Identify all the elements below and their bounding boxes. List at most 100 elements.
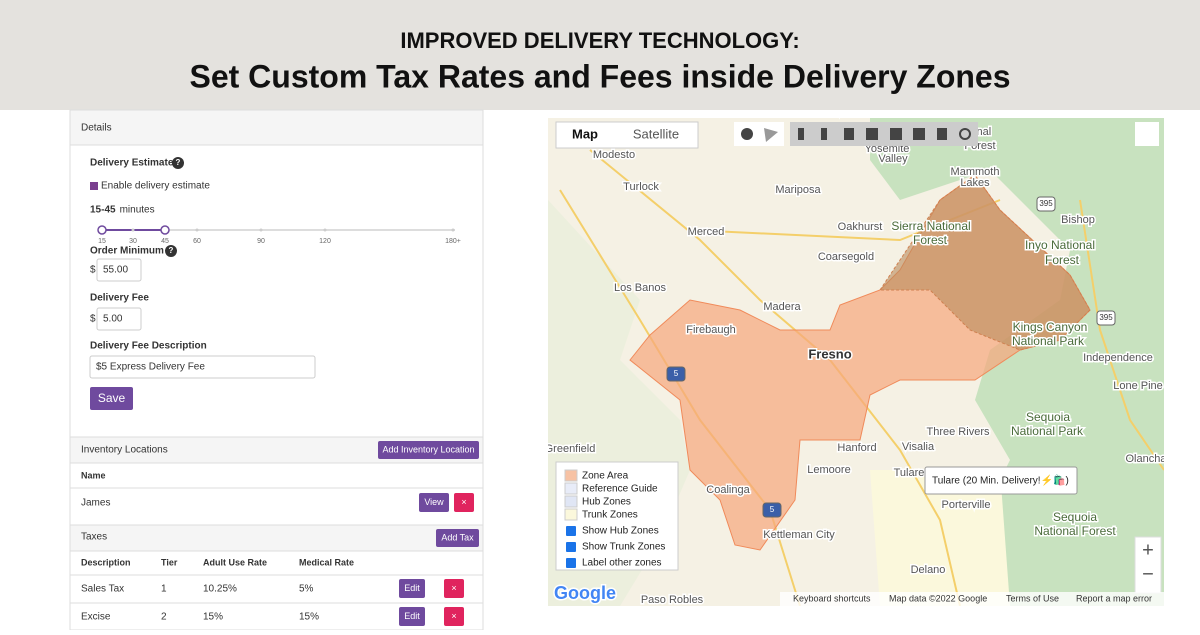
place-label: Olancha bbox=[1126, 453, 1168, 465]
currency: $ bbox=[90, 314, 96, 325]
highway-label: 5 bbox=[770, 505, 775, 514]
slider-dot bbox=[259, 228, 263, 232]
add-tax-button-bg[interactable] bbox=[436, 529, 479, 547]
inventory-heading: Inventory Locations bbox=[81, 445, 168, 456]
place-label: Lone Pine bbox=[1113, 380, 1163, 392]
delete-button[interactable]: × bbox=[454, 493, 474, 512]
checkbox[interactable] bbox=[90, 182, 98, 190]
edit-button-label[interactable]: Edit bbox=[404, 583, 420, 593]
delete-button-label[interactable]: × bbox=[451, 611, 456, 621]
fee-input[interactable] bbox=[96, 307, 142, 331]
banner bbox=[0, 0, 1200, 110]
legend-swatch bbox=[564, 495, 578, 508]
tax-cell: 1 bbox=[161, 584, 167, 595]
order-min-input[interactable] bbox=[96, 258, 142, 282]
highway-label: 395 bbox=[1039, 199, 1053, 208]
range-value: 15-45 bbox=[90, 205, 116, 216]
save-bg[interactable] bbox=[90, 387, 133, 410]
tax-cell: 15% bbox=[203, 612, 223, 623]
delete-button-bg[interactable] bbox=[444, 607, 464, 626]
place-label: Mariposa bbox=[775, 184, 821, 196]
zoom-out[interactable]: − bbox=[1142, 563, 1154, 585]
tax-column: Tier bbox=[161, 557, 178, 567]
zoom-in[interactable]: + bbox=[1142, 539, 1154, 561]
slider-tick-label: 45 bbox=[161, 238, 169, 245]
attribution[interactable]: Map data ©2022 Google bbox=[889, 593, 987, 603]
view-button-bg[interactable] bbox=[419, 493, 449, 512]
delete-button-bg[interactable] bbox=[454, 493, 474, 512]
map[interactable]: National ParkationalForestModestoYosemit… bbox=[545, 106, 1168, 606]
fee-label: Delivery Fee bbox=[90, 293, 149, 304]
highway-shield bbox=[762, 502, 782, 518]
place-label: National Forest bbox=[1034, 524, 1116, 538]
place-label: Greenfield bbox=[545, 443, 596, 455]
tax-column: Description bbox=[81, 557, 131, 567]
view-button-label[interactable]: View bbox=[424, 497, 444, 507]
left-content: Details Delivery Estimate ? Enable delivery… bbox=[81, 123, 479, 626]
map-tabs bbox=[555, 121, 699, 149]
edit-button-bg[interactable] bbox=[399, 579, 425, 598]
place-label: Valley bbox=[878, 153, 908, 165]
fee-desc-input-value: $5 Express Delivery Fee bbox=[96, 362, 205, 373]
tax-column: Medical Rate bbox=[299, 557, 354, 567]
edit-button[interactable]: Edit bbox=[399, 579, 425, 598]
place-label: National Park bbox=[1011, 424, 1084, 438]
delete-button-label[interactable]: × bbox=[461, 497, 466, 507]
map-tab[interactable]: Satellite bbox=[633, 126, 679, 141]
fullscreen-button[interactable] bbox=[1135, 122, 1159, 146]
tax-cell: 2 bbox=[161, 612, 167, 623]
delete-button[interactable]: × bbox=[444, 579, 464, 598]
help-text: ? bbox=[169, 246, 174, 255]
estimate-label: Delivery Estimate bbox=[90, 158, 174, 169]
delete-button-bg[interactable] bbox=[444, 579, 464, 598]
place-label: Paso Robles bbox=[641, 594, 704, 606]
attribution[interactable]: Terms of Use bbox=[1006, 593, 1059, 603]
place-label: Forest bbox=[913, 233, 948, 247]
legend-checkbox[interactable] bbox=[566, 542, 576, 552]
place-label: Porterville bbox=[942, 499, 991, 511]
map-tab[interactable]: Map bbox=[572, 126, 598, 141]
edit-button-bg[interactable] bbox=[399, 607, 425, 626]
add-tax-button[interactable]: Add Tax bbox=[436, 529, 479, 547]
place-label: Sequoia bbox=[1026, 410, 1070, 424]
add-inventory-button-bg[interactable] bbox=[378, 441, 479, 459]
place-label: Fresno bbox=[808, 346, 851, 361]
slider-knob[interactable] bbox=[160, 225, 170, 235]
fee-input-value: 5.00 bbox=[103, 314, 123, 325]
edit-button-label[interactable]: Edit bbox=[404, 611, 420, 621]
fee-desc-input[interactable] bbox=[89, 355, 316, 379]
save-button[interactable]: Save bbox=[90, 387, 133, 410]
edit-button[interactable]: Edit bbox=[399, 607, 425, 626]
kicker: IMPROVED DELIVERY TECHNOLOGY: bbox=[400, 28, 799, 53]
tax-cell: 5% bbox=[299, 584, 314, 595]
attribution[interactable]: Report a map error bbox=[1076, 593, 1152, 603]
legend-label: Zone Area bbox=[582, 471, 629, 482]
place-label: Inyo National bbox=[1025, 238, 1095, 252]
legend-checkbox[interactable] bbox=[566, 526, 576, 536]
add-inventory-button[interactable]: Add Inventory Location bbox=[378, 441, 479, 459]
tax-cell: 10.25% bbox=[203, 584, 237, 595]
tooltip-text: Tulare (20 Min. Delivery!⚡️🛍️) bbox=[932, 474, 1069, 487]
slider-knob[interactable] bbox=[97, 225, 107, 235]
delete-button-label[interactable]: × bbox=[451, 583, 456, 593]
place-label: Lemoore bbox=[807, 464, 850, 476]
currency: $ bbox=[90, 265, 96, 276]
place-label: Independence bbox=[1083, 352, 1153, 364]
add-tax-button-label[interactable]: Add Tax bbox=[441, 532, 474, 542]
delete-button[interactable]: × bbox=[444, 607, 464, 626]
place-label: Tulare bbox=[894, 467, 925, 479]
save-label[interactable]: Save bbox=[98, 391, 126, 405]
map-view: National ParkationalForestModestoYosemit… bbox=[545, 118, 1168, 606]
attribution[interactable]: Keyboard shortcuts bbox=[793, 593, 871, 603]
legend-checkbox[interactable] bbox=[566, 558, 576, 568]
view-button[interactable]: View bbox=[419, 493, 449, 512]
add-inventory-button-label[interactable]: Add Inventory Location bbox=[382, 444, 474, 454]
title: Set Custom Tax Rates and Fees inside Del… bbox=[189, 58, 1010, 94]
legend-label: Label other zones bbox=[582, 558, 662, 569]
slider-tick-label: 15 bbox=[98, 238, 106, 245]
highway-label: 5 bbox=[674, 369, 679, 378]
details-heading: Details bbox=[81, 123, 112, 134]
place-label: Kings Canyon bbox=[1013, 320, 1088, 334]
slider-tick-label: 120 bbox=[319, 238, 331, 245]
highway-shield bbox=[1036, 196, 1056, 212]
